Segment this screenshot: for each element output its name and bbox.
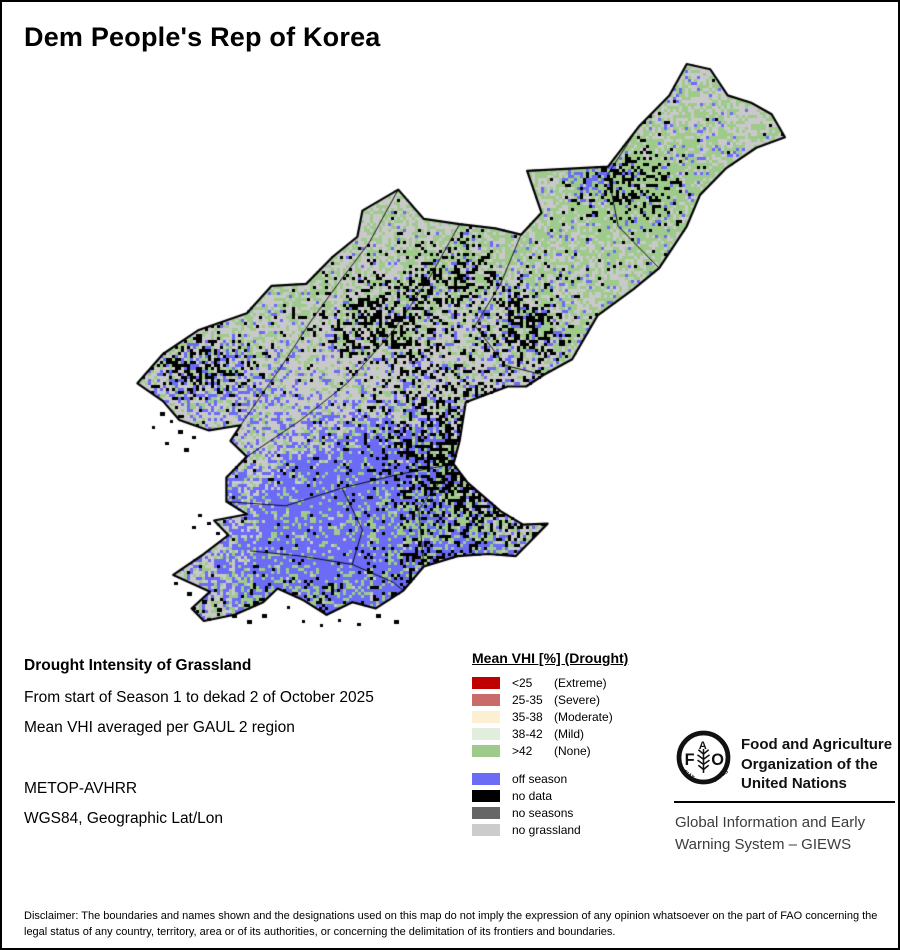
legend-item-label: (Moderate) [554,709,613,724]
legend-coverage-group: off season no data no seasons no grassland [472,770,682,839]
sensor-label: METOP-AVHRR [24,780,138,797]
legend-item-label: no data [512,788,553,803]
footer-separator [674,801,895,803]
legend-item-label: (Extreme) [554,675,607,690]
page-title: Dem People's Rep of Korea [24,22,381,52]
legend-swatch [472,728,500,741]
legend-item-label: off season [512,771,568,786]
fao-logo-wheat [697,748,710,773]
legend-item: 25-35 (Severe) [472,691,682,708]
legend-item: no grassland [472,822,682,839]
fao-org-line: Organization of the [741,755,878,773]
projection-label: WGS84, Geographic Lat/Lon [24,810,224,827]
legend-swatch [472,789,500,802]
legend: Mean VHI [%] (Drought) <25 (Extreme) 25-35… [472,650,682,839]
fao-logo-letter-a: A [699,740,707,752]
map-subject-heading: Drought Intensity of Grassland [24,657,252,674]
legend-item: no seasons [472,804,682,821]
legend-item: <25 (Extreme) [472,674,682,691]
legend-item-label: no seasons [512,805,574,820]
legend-swatch [472,710,500,723]
fao-logo-letter-f: F [685,751,695,769]
giews-line: Global Information and Early [675,814,866,831]
fao-logo: F A O FIAT PANIS [676,730,731,785]
legend-item: 35-38 (Moderate) [472,708,682,725]
legend-gap [472,760,682,770]
legend-vhi-group: <25 (Extreme) 25-35 (Severe) 35-38 (Moderate)… [472,674,682,760]
legend-item-label: (Mild) [554,727,584,742]
legend-title: Mean VHI [%] (Drought) [472,650,629,666]
fao-org-line: Food and Agriculture [741,736,893,753]
legend-swatch [472,676,500,689]
legend-item-label: (Severe) [554,692,601,707]
aggregation-line: Mean VHI averaged per GAUL 2 region [24,719,295,736]
legend-item: off season [472,770,682,787]
legend-item: 38-42 (Mild) [472,726,682,743]
legend-item-range: >42 [512,744,533,759]
legend-item: >42 (None) [472,743,682,760]
legend-swatch [472,745,500,758]
legend-item-range: <25 [512,675,533,690]
fao-org-name: Food and Agriculture Organization of the… [741,735,892,794]
disclaimer-text: Disclaimer: The boundaries and names sho… [24,910,878,938]
legend-item-range: 35-38 [512,709,543,724]
legend-swatch [472,806,500,819]
legend-item-label: no grassland [512,823,581,838]
legend-item-range: 25-35 [512,692,543,707]
fao-org-line: United Nations [741,775,847,792]
legend-item-label: (None) [554,744,591,759]
legend-swatch [472,772,500,785]
period-line: From start of Season 1 to dekad 2 of Oct… [24,689,374,706]
legend-item-range: 38-42 [512,727,543,742]
legend-swatch [472,824,500,837]
fao-logo-letter-o: O [711,751,724,769]
giews-line: Warning System – GIEWS [675,836,852,853]
legend-swatch [472,693,500,706]
legend-item: no data [472,787,682,804]
giews-label: Global Information and Early Warning Sys… [675,812,865,856]
